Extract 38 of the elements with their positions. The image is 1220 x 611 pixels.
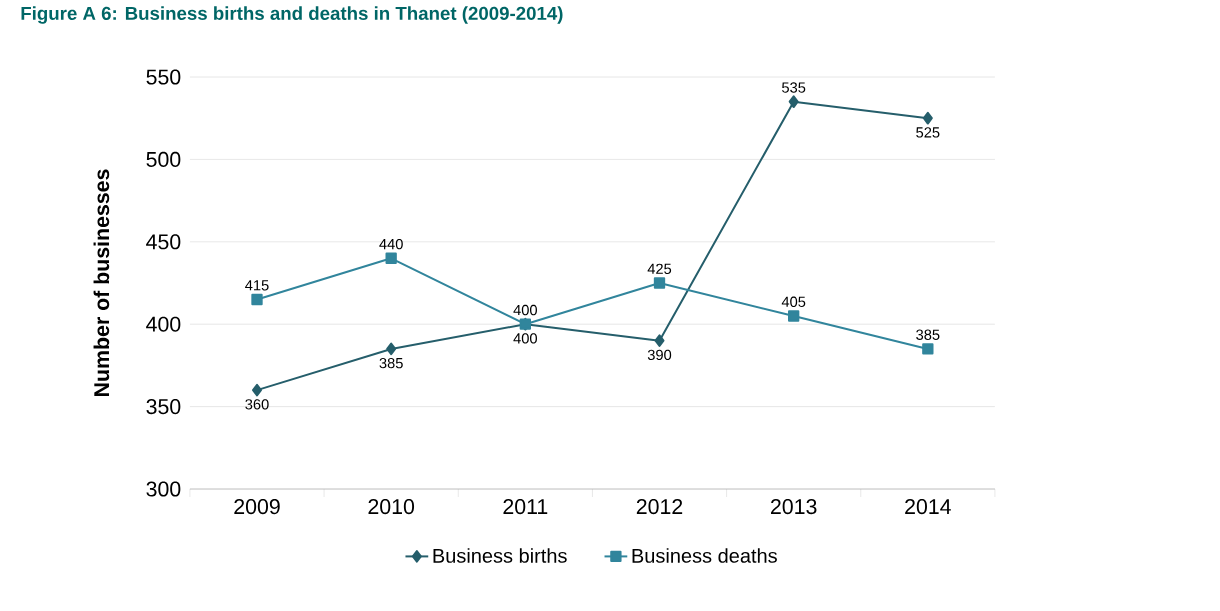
point bbox=[386, 342, 397, 356]
chart-title: Figure A 6: Business births and deaths in Thanet (2009-2014) bbox=[21, 6, 563, 24]
point bbox=[654, 334, 665, 348]
data-label: 405 bbox=[781, 296, 806, 307]
legend-label: Business births bbox=[433, 548, 567, 563]
x-tick-label: 2013 bbox=[771, 499, 817, 515]
x-tick-label: 2010 bbox=[368, 499, 415, 515]
point bbox=[251, 293, 263, 306]
y-tick-label: 500 bbox=[146, 151, 181, 167]
data-label: 385 bbox=[379, 357, 403, 369]
point bbox=[385, 252, 397, 264]
point bbox=[252, 383, 262, 397]
x-tick-label: 2014 bbox=[905, 499, 951, 515]
y-tick-label: 300 bbox=[146, 481, 181, 497]
point bbox=[788, 95, 799, 109]
data-label: 535 bbox=[782, 82, 806, 93]
x-tick-label: 2012 bbox=[636, 499, 683, 515]
x-tick-label: 2009 bbox=[234, 499, 280, 515]
data-label: 400 bbox=[513, 333, 537, 344]
y-tick-label: 550 bbox=[146, 69, 181, 85]
y-tick-label: 350 bbox=[146, 399, 181, 415]
y-axis-title: Number of businesses bbox=[93, 169, 110, 396]
y-tick-label: 450 bbox=[146, 234, 181, 250]
data-label: 385 bbox=[916, 329, 940, 340]
data-label: 360 bbox=[245, 399, 269, 410]
data-label: 525 bbox=[916, 127, 940, 138]
y-tick-label: 400 bbox=[146, 316, 181, 332]
x-tick-label: 2011 bbox=[503, 499, 548, 515]
data-label: 390 bbox=[647, 349, 672, 361]
data-label: 400 bbox=[513, 304, 537, 316]
data-label: 415 bbox=[245, 280, 269, 291]
point bbox=[922, 111, 933, 125]
point bbox=[922, 343, 934, 355]
data-label: 425 bbox=[647, 263, 672, 274]
point bbox=[788, 310, 800, 322]
data-label: 440 bbox=[379, 238, 403, 250]
legend-label: Business deaths bbox=[632, 548, 777, 563]
point bbox=[653, 277, 666, 289]
